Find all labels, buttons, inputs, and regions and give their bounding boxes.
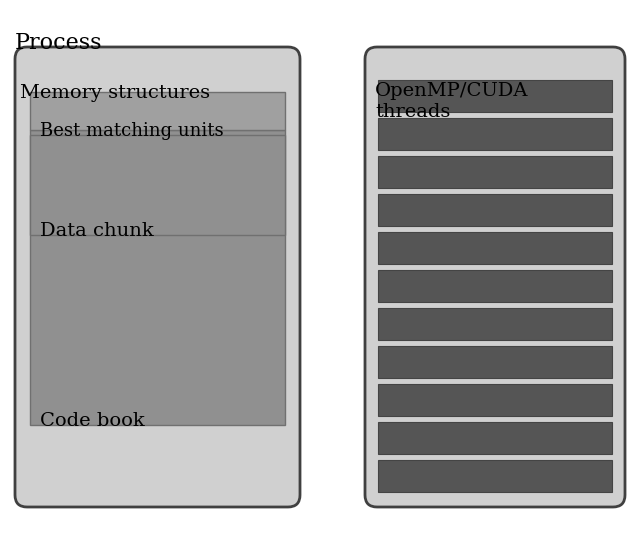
Bar [378,194,612,226]
Bar [378,384,612,416]
Bar [30,135,285,235]
FancyBboxPatch shape [365,47,625,507]
Bar [378,232,612,264]
Bar [378,80,612,112]
Bar [378,308,612,340]
FancyBboxPatch shape [15,47,300,507]
Text: OpenMP/CUDA
threads: OpenMP/CUDA threads [375,82,529,121]
Bar [30,130,285,425]
Text: Process: Process [15,32,102,54]
Bar [30,92,285,130]
Bar [378,460,612,492]
Text: Best matching units: Best matching units [40,122,223,140]
Bar [378,270,612,302]
Bar [378,346,612,378]
Text: Code book: Code book [40,412,145,430]
Text: Memory structures: Memory structures [20,84,210,102]
Bar [378,118,612,150]
Bar [378,156,612,188]
Text: Data chunk: Data chunk [40,222,154,240]
Bar [378,422,612,454]
